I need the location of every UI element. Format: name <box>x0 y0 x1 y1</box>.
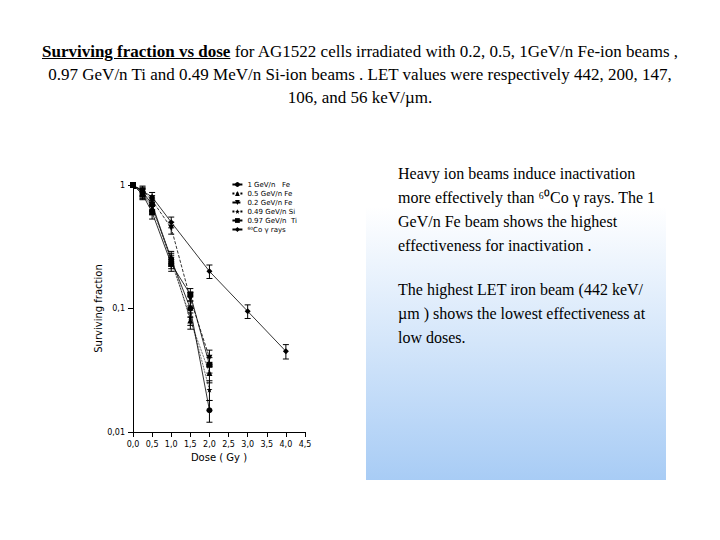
svg-text:0.97 GeV/n Ti: 0.97 GeV/n Ti <box>247 217 297 225</box>
html-text:Surviving fraction vs dose for: Surviving fraction vs dose for AG1522 ce… <box>42 42 678 107</box>
svg-text:1,5: 1,5 <box>184 440 197 449</box>
svg-text:2,0: 2,0 <box>203 440 216 449</box>
svg-text:0.49 GeV/n Si: 0.49 GeV/n Si <box>247 208 295 216</box>
svg-text:0,1: 0,1 <box>112 304 125 313</box>
svg-text:3,5: 3,5 <box>260 440 273 449</box>
svg-text:Surviving fraction: Surviving fraction <box>93 264 104 352</box>
svg-text:1,0: 1,0 <box>165 440 178 449</box>
svg-text:⁶⁰Co γ rays: ⁶⁰Co γ rays <box>247 226 286 234</box>
svg-text:1: 1 <box>120 181 125 190</box>
svg-text:0,5: 0,5 <box>146 440 159 449</box>
svg-text:Dose ( Gy ): Dose ( Gy ) <box>191 452 247 463</box>
svg-text:4,0: 4,0 <box>280 440 293 449</box>
svg-text:0.5 GeV/n Fe: 0.5 GeV/n Fe <box>247 190 292 198</box>
html-text:Heavy ion beams induce inactiv: Heavy ion beams induce inactivation more… <box>398 165 656 254</box>
svg-text:0,01: 0,01 <box>107 428 125 437</box>
svg-text:0.2 GeV/n Fe: 0.2 GeV/n Fe <box>247 199 292 207</box>
svg-text:2,5: 2,5 <box>222 440 235 449</box>
svg-text:1 GeV/n Fe: 1 GeV/n Fe <box>247 181 290 189</box>
svg-text:3,0: 3,0 <box>241 440 254 449</box>
svg-text:0,0: 0,0 <box>127 440 140 449</box>
html-text:The highest LET iron beam (442: The highest LET iron beam (442 keV/ µm )… <box>398 281 646 346</box>
svg-text:4,5: 4,5 <box>299 440 312 449</box>
